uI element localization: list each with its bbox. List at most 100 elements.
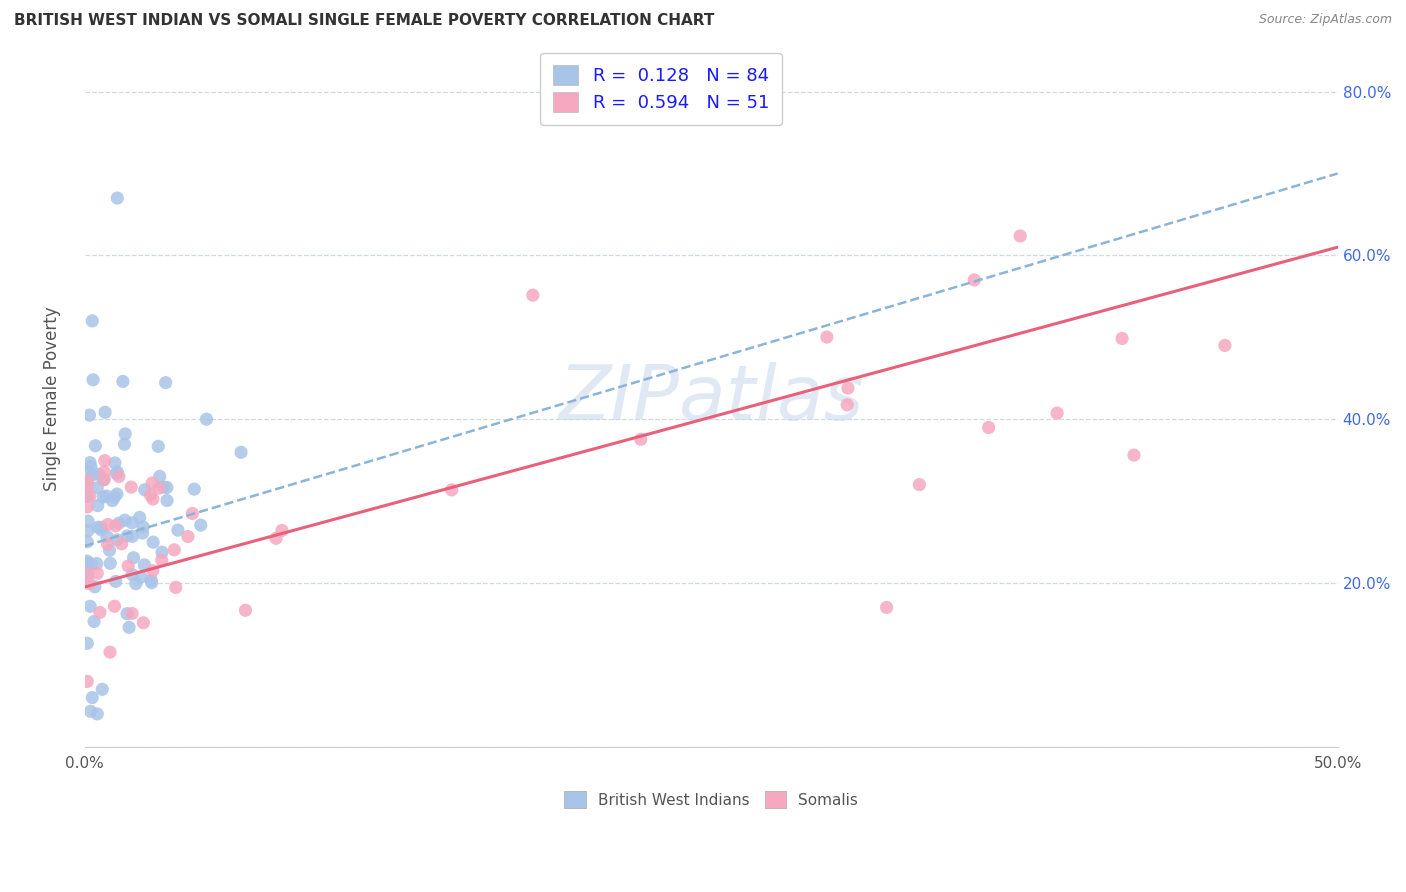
Point [86, 481, 108, 495]
Point [80, 558, 103, 572]
Point [77, 576, 100, 591]
Point [76, 534, 98, 549]
Point [82, 467, 104, 482]
Point [82, 690, 104, 705]
Point [142, 564, 165, 578]
Point [96, 530, 118, 544]
Point [76, 570, 98, 584]
Point [80, 459, 103, 474]
Point [156, 480, 179, 494]
Point [91, 682, 114, 697]
Point [86, 557, 108, 571]
Point [91, 490, 114, 504]
Point [87, 499, 110, 513]
Text: BRITISH WEST INDIAN VS SOMALI SINGLE FEMALE POVERTY CORRELATION CHART: BRITISH WEST INDIAN VS SOMALI SINGLE FEM… [14, 13, 714, 29]
Point [1213, 338, 1236, 352]
Y-axis label: Single Female Poverty: Single Female Poverty [44, 306, 60, 491]
Point [121, 529, 143, 543]
Point [98, 645, 121, 659]
Point [82, 314, 104, 328]
Point [76, 557, 98, 571]
Point [90, 520, 112, 534]
Point [76, 636, 98, 650]
Point [148, 439, 170, 453]
Point [114, 437, 136, 451]
Point [1010, 229, 1032, 244]
Point [118, 620, 141, 634]
Point [105, 467, 128, 481]
Point [79, 489, 101, 503]
Point [101, 493, 124, 508]
Point [837, 381, 859, 395]
Point [132, 520, 155, 534]
Text: ZIPatlas: ZIPatlas [558, 361, 863, 435]
Text: Source: ZipAtlas.com: Source: ZipAtlas.com [1258, 13, 1392, 27]
Point [103, 599, 125, 614]
Point [79, 456, 101, 470]
Point [105, 533, 128, 547]
Point [131, 526, 153, 541]
Point [93, 465, 115, 479]
Point [93, 473, 115, 487]
Point [908, 477, 931, 491]
Point [76, 476, 98, 491]
Point [79, 408, 101, 422]
Point [156, 493, 179, 508]
Point [115, 607, 138, 621]
Point [163, 542, 186, 557]
Point [177, 530, 200, 544]
Point [76, 674, 98, 689]
Point [83, 615, 105, 629]
Point [152, 480, 174, 494]
Point [96, 537, 118, 551]
Point [139, 488, 162, 502]
Point [94, 405, 117, 419]
Point [165, 581, 187, 595]
Point [122, 550, 145, 565]
Point [128, 510, 150, 524]
Point [89, 606, 111, 620]
Point [440, 483, 463, 497]
Point [76, 490, 98, 504]
Point [93, 472, 115, 486]
Point [87, 467, 110, 482]
Point [522, 288, 544, 302]
Point [271, 524, 294, 538]
Point [142, 535, 165, 549]
Point [86, 566, 108, 581]
Point [132, 615, 155, 630]
Point [114, 426, 136, 441]
Point [76, 556, 98, 570]
Point [235, 603, 257, 617]
Point [977, 420, 1000, 434]
Point [104, 456, 127, 470]
Point [104, 518, 127, 533]
Point [630, 432, 652, 446]
Point [94, 453, 117, 467]
Point [105, 487, 128, 501]
Point [76, 566, 98, 581]
Point [97, 517, 120, 532]
Point [108, 516, 131, 530]
Point [76, 474, 98, 488]
Point [134, 483, 156, 497]
Point [76, 558, 98, 573]
Point [1123, 448, 1146, 462]
Point [134, 558, 156, 572]
Point [90, 523, 112, 537]
Point [125, 576, 148, 591]
Point [183, 482, 205, 496]
Point [115, 529, 138, 543]
Point [121, 607, 143, 621]
Point [82, 373, 104, 387]
Point [1046, 406, 1069, 420]
Point [837, 398, 859, 412]
Point [108, 469, 131, 483]
Point [76, 554, 98, 568]
Point [195, 412, 218, 426]
Point [117, 559, 139, 574]
Point [141, 476, 163, 491]
Point [98, 543, 121, 558]
Legend: British West Indians, Somalis: British West Indians, Somalis [557, 784, 866, 815]
Point [190, 518, 212, 533]
